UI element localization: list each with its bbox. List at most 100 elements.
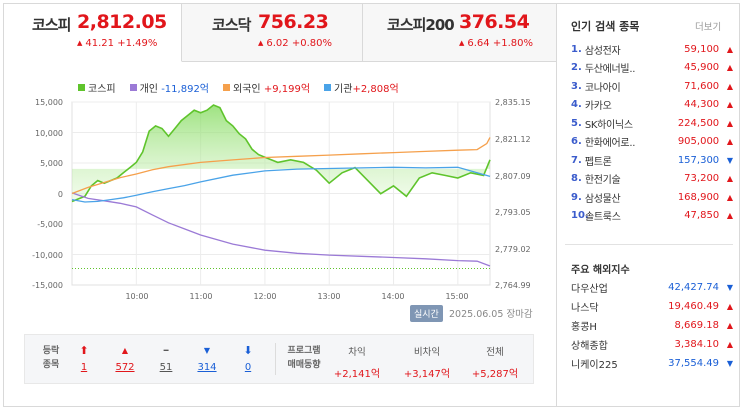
- popular-item[interactable]: 8. 한전기술 73,200 ▲: [571, 170, 733, 188]
- program-total-value: +5,287억: [471, 369, 519, 380]
- global-index-name[interactable]: 나스닥: [571, 302, 599, 314]
- stat-fall-count[interactable]: 314: [197, 362, 217, 373]
- rank-number: 8.: [571, 173, 582, 184]
- popular-title: 인기 검색 종목: [571, 20, 640, 33]
- global-index-name[interactable]: 다우산업: [571, 283, 608, 295]
- stock-name[interactable]: 삼성물산: [584, 193, 621, 205]
- legend-institution-label: 기관: [334, 84, 353, 95]
- stock-name[interactable]: 솔트룩스: [585, 212, 621, 223]
- rise-icon: ▲: [726, 211, 733, 220]
- realtime-badge[interactable]: 실시간: [410, 305, 443, 322]
- market-breadth-panel: 등락 종목 ⬆ 1 ▲ 572 ━ 51 ▼ 314 ⬇ 0 프로그램 매매동향: [24, 334, 534, 384]
- chart-date: 2025.06.05 장마감: [449, 306, 533, 320]
- x-tick: 15:00: [445, 292, 469, 301]
- stock-name[interactable]: SK하이닉스: [584, 119, 633, 131]
- rise-icon: ▲: [726, 118, 733, 128]
- tab-kosdaq[interactable]: 코스닥 756.23 ▲ 6.02 +0.80%: [182, 4, 363, 62]
- rank-number: 5.: [571, 117, 582, 129]
- fall-icon: ▼: [726, 155, 733, 165]
- upper-limit-icon: ⬆: [79, 344, 89, 357]
- y-left-tick: -15,000: [32, 281, 63, 290]
- popular-item[interactable]: 5. SK하이닉스 224,500 ▲: [571, 114, 733, 132]
- popular-item[interactable]: 2. 두산에너빌.. 45,900 ▲: [571, 59, 733, 77]
- tab-kospi[interactable]: 코스피 2,812.05 ▲ 41.21 +1.49%: [4, 4, 182, 62]
- global-index-value: 19,460.49: [668, 300, 719, 312]
- stock-price: 44,300: [684, 99, 720, 110]
- global-index-item[interactable]: 나스닥 19,460.49 ▲: [571, 297, 733, 315]
- legend-institution-swatch: [324, 84, 332, 91]
- global-index-value: 8,669.18: [674, 319, 719, 331]
- program-arbitrage-value: +2,141억: [333, 369, 381, 380]
- x-tick: 13:00: [317, 292, 341, 301]
- legend-foreign-label: 외국인: [233, 84, 261, 95]
- global-index-item[interactable]: 홍콩H 8,669.18 ▲: [571, 316, 733, 334]
- y-right-tick: 2,821.12: [495, 135, 531, 144]
- rank-number: 2.: [571, 62, 582, 73]
- stock-name[interactable]: 카카오: [584, 101, 612, 112]
- program-non-arbitrage: 비차익 +3,147억: [397, 344, 457, 380]
- more-link[interactable]: 더보기: [695, 22, 722, 33]
- breadth-label-line1: 등락: [42, 346, 60, 356]
- x-tick: 10:00: [125, 292, 149, 301]
- global-index-item[interactable]: 니케이225 37,554.49 ▼: [571, 354, 733, 372]
- popular-item[interactable]: 3. 코나아이 71,600 ▲: [571, 77, 733, 95]
- divider: [565, 244, 733, 245]
- rank-number: 4.: [571, 99, 582, 110]
- stock-name[interactable]: 코나아이: [584, 82, 621, 94]
- stat-flat-count[interactable]: 51: [159, 362, 173, 373]
- stat-rise-count[interactable]: 572: [115, 362, 135, 373]
- stock-name[interactable]: 한화에어로..: [584, 138, 636, 149]
- global-index-item[interactable]: 다우산업 42,427.74 ▼: [571, 278, 733, 296]
- global-index-value: 3,384.10: [674, 338, 719, 350]
- y-left-tick: 0: [57, 190, 63, 199]
- stock-price: 905,000: [677, 136, 720, 147]
- rise-icon: ▲: [726, 339, 733, 349]
- x-tick: 11:00: [189, 292, 213, 301]
- popular-item[interactable]: 10. 솔트룩스 47,850 ▲: [571, 207, 733, 225]
- global-title: 주요 해외지수: [571, 265, 630, 276]
- popular-item[interactable]: 4. 카카오 44,300 ▲: [571, 96, 733, 114]
- stock-price: 71,600: [684, 80, 720, 92]
- series-line: [71, 166, 491, 203]
- stock-name[interactable]: 펩트론: [584, 156, 612, 168]
- breadth-label-line2: 종목: [42, 360, 60, 370]
- legend-foreign[interactable]: 외국인 +9,199억: [223, 80, 310, 95]
- stock-name[interactable]: 삼성전자: [584, 45, 621, 57]
- series-line: [71, 137, 491, 195]
- stat-lower-limit-count[interactable]: 0: [244, 362, 252, 373]
- stat-upper-limit-count[interactable]: 1: [80, 362, 88, 373]
- global-index-name[interactable]: 상해종합: [571, 340, 608, 352]
- popular-item[interactable]: 7. 펩트론 157,300 ▼: [571, 151, 733, 169]
- stat-lower-limit: ⬇ 0: [233, 344, 263, 373]
- popular-item[interactable]: 1. 삼성전자 59,100 ▲: [571, 40, 733, 58]
- stat-flat: ━ 51: [151, 344, 181, 373]
- fall-icon: ▼: [726, 358, 733, 368]
- y-left-tick: -10,000: [32, 251, 63, 260]
- rise-icon: ▲: [726, 100, 733, 109]
- legend-individual[interactable]: 개인 -11,892억: [129, 80, 209, 95]
- global-index-name[interactable]: 홍콩H: [571, 321, 597, 333]
- stock-name[interactable]: 한전기술: [584, 175, 621, 186]
- tab-kospi200[interactable]: 코스피200 376.54 ▲ 6.64 +1.80%: [363, 4, 557, 62]
- legend-foreign-swatch: [223, 84, 231, 91]
- y-right-tick: 2,793.05: [495, 208, 531, 217]
- tab-kospi200-name: 코스피200: [387, 16, 455, 34]
- flat-icon: ━: [163, 346, 169, 355]
- rank-number: 3.: [571, 80, 582, 92]
- rise-icon: ▲: [726, 301, 733, 311]
- popular-item[interactable]: 6. 한화에어로.. 905,000 ▲: [571, 133, 733, 151]
- divider: [275, 343, 276, 375]
- rank-number: 7.: [571, 154, 582, 166]
- tab-kospi-name: 코스피: [32, 16, 71, 34]
- x-tick: 12:00: [253, 292, 277, 301]
- x-tick: 14:00: [381, 292, 405, 301]
- rise-icon: ▲: [726, 320, 733, 330]
- global-index-item[interactable]: 상해종합 3,384.10 ▲: [571, 335, 733, 353]
- global-index-name[interactable]: 니케이225: [571, 359, 618, 371]
- popular-item[interactable]: 9. 삼성물산 168,900 ▲: [571, 188, 733, 206]
- stock-name[interactable]: 두산에너빌..: [584, 64, 636, 75]
- global-index-value: 42,427.74: [668, 281, 719, 293]
- legend-kospi[interactable]: 코스피: [78, 80, 116, 95]
- legend-institution[interactable]: 기관 +2,808억: [324, 80, 399, 95]
